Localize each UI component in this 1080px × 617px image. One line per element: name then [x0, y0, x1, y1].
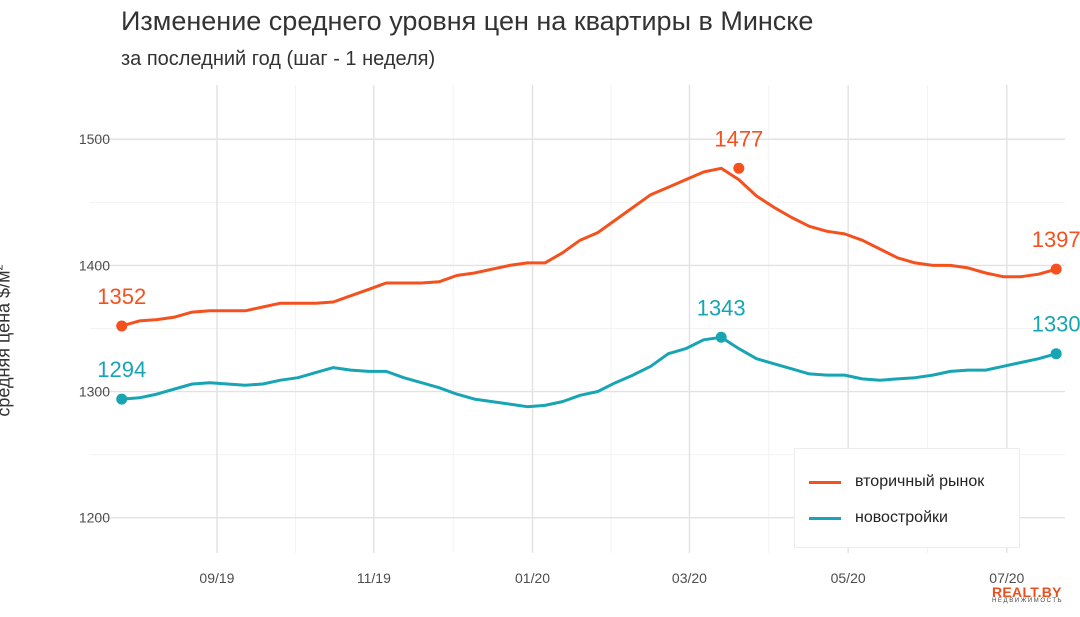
y-tick-label: 1300: [79, 384, 110, 400]
y-axis-label-sup: 2: [0, 264, 6, 270]
data-point-label: 1330: [1032, 312, 1080, 337]
x-tick-label: 01/20: [515, 570, 550, 586]
data-point-marker: [1050, 348, 1062, 360]
data-point-marker: [116, 393, 128, 405]
data-point-marker: [1050, 263, 1062, 275]
x-tick-label: 03/20: [672, 570, 707, 586]
series-line-secondary: [120, 166, 1058, 328]
chart-legend: вторичный рынок новостройки: [794, 448, 1020, 548]
data-point-label: 1352: [97, 284, 146, 309]
data-point-label: 1294: [97, 357, 146, 382]
chart-subtitle: за последний год (шаг - 1 неделя): [121, 48, 436, 70]
chart-title: Изменение среднего уровня цен на квартир…: [121, 6, 814, 36]
x-tick-label: 05/20: [831, 570, 866, 586]
realt-logo: REALT.BY НЕДВИЖИМОСТЬ: [992, 584, 1063, 604]
legend-item-secondary: вторичный рынок: [809, 472, 984, 492]
legend-label-secondary: вторичный рынок: [855, 473, 985, 490]
x-tick-label: 11/19: [357, 570, 391, 586]
legend-label-new: новостройки: [855, 509, 948, 526]
x-axis-ticks: 09/19 11/19 01/20 03/20 05/20 07/20: [199, 570, 1024, 586]
series-line-new: [120, 335, 1058, 409]
logo-main-text: REALT.BY: [992, 584, 1062, 600]
legend-swatch-secondary: [809, 480, 841, 484]
y-tick-label: 1500: [79, 131, 110, 147]
y-tick-label: 1400: [79, 257, 110, 273]
series-markers: 1352 1477 1397 1294 1343 1330: [97, 126, 1080, 405]
logo-sub-text: НЕДВИЖИМОСТЬ: [992, 598, 1064, 604]
legend-swatch-new: [809, 516, 841, 520]
data-point-label: 1477: [714, 126, 763, 151]
legend-item-new: новостройки: [809, 508, 948, 528]
y-axis-label: средняя цена $/м2: [0, 240, 64, 460]
data-point-label: 1343: [697, 295, 746, 320]
y-tick-label: 1200: [79, 510, 110, 526]
data-point-label: 1397: [1032, 227, 1080, 252]
data-point-marker: [715, 331, 727, 343]
x-tick-label: 09/19: [199, 570, 234, 586]
data-point-marker: [733, 162, 745, 174]
data-point-marker: [116, 320, 128, 332]
y-axis-label-text: средняя цена $/м: [0, 270, 14, 417]
y-axis-ticks: 1200 1300 1400 1500: [79, 131, 110, 525]
x-tick-label: 07/20: [989, 570, 1024, 586]
series-lines: [120, 166, 1058, 409]
